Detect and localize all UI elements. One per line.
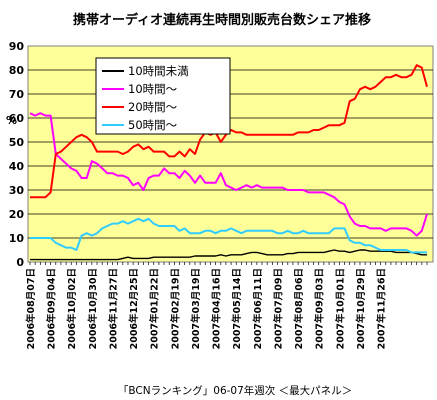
x-tick-label: 2006年10月30日	[87, 268, 99, 349]
plot-area: 0 10 20 30 40 50 60 70 80 90 2006年08月07日 2006年09月04…	[9, 40, 434, 349]
y-tick-label: 70	[9, 88, 25, 101]
y-tick-label: 10	[9, 232, 25, 245]
y-tick-label: 0	[16, 256, 24, 269]
x-tick-label: 2007年01月22日	[149, 268, 161, 349]
y-tick-label: 20	[9, 208, 25, 221]
series-line-1	[30, 249, 427, 261]
x-tick-label: 2007年04月16日	[211, 268, 223, 349]
x-tick-label: 2007年03月19日	[190, 268, 202, 349]
legend: 10時間未満 10時間～ 20時間～ 50時間～	[95, 57, 231, 135]
y-tick-label: 90	[9, 40, 25, 53]
x-tick-label: 2006年12月25日	[128, 268, 140, 349]
legend-label: 10時間未満	[128, 64, 189, 78]
legend-label: 10時間～	[128, 82, 178, 96]
source-note: 「BCNランキング」06-07年週次 ＜最大パネル＞	[118, 384, 352, 397]
series-line-4	[30, 217, 427, 254]
x-tick-label: 2007年06月11日	[252, 268, 264, 349]
x-tick-label: 2006年08月07日	[25, 268, 37, 349]
x-tick-label: 2007年09月03日	[314, 268, 326, 349]
y-tick-label: 40	[9, 160, 25, 173]
x-tick-label: 2007年11月26日	[376, 268, 388, 349]
x-tick-label: 2007年02月19日	[169, 268, 181, 349]
x-tick-label: 2006年10月02日	[66, 268, 78, 349]
y-tick-label: 60	[9, 112, 25, 125]
y-tick-label: 30	[9, 184, 25, 197]
legend-label: 20時間～	[128, 100, 178, 114]
y-tick-label: 80	[9, 64, 25, 77]
x-tick-label: 2007年10月29日	[355, 268, 367, 349]
x-tick-label: 2007年05月14日	[231, 268, 243, 349]
legend-label: 50時間～	[128, 118, 178, 132]
chart-title: 携帯オーディオ連続再生時間別販売台数シェア推移	[73, 12, 371, 28]
y-tick-label: 50	[9, 136, 25, 149]
x-tick-label: 2007年08月06日	[293, 268, 305, 349]
y-axis-unit: %	[6, 114, 17, 127]
x-tick-label: 2006年11月27日	[107, 268, 119, 349]
x-tick-label: 2007年10月01日	[334, 268, 346, 349]
x-tick-label: 2006年09月04日	[46, 268, 58, 349]
series-line-2	[29, 112, 428, 237]
x-tick-label: 2007年07月09日	[272, 268, 284, 349]
